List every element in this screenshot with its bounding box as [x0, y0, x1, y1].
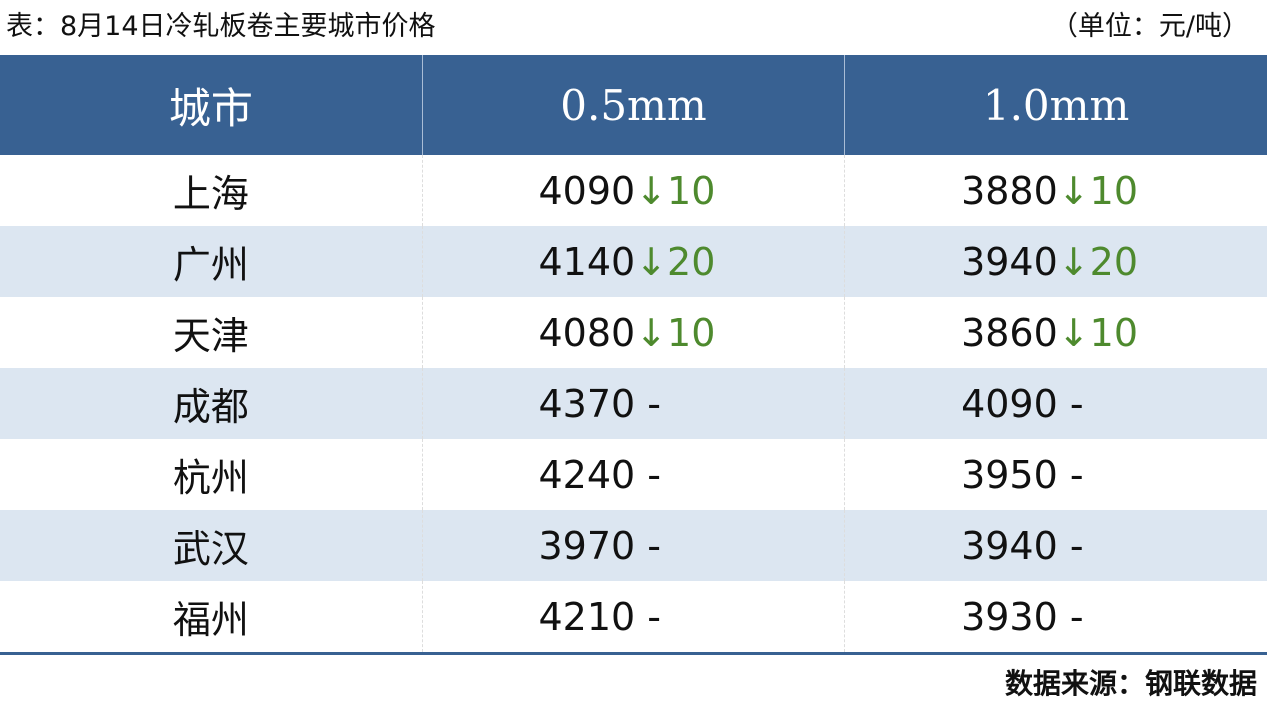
price-1.0mm-cell: 3860↓10	[845, 297, 1267, 368]
price: 4370	[538, 381, 636, 426]
price: 4210	[538, 594, 636, 639]
price-1.0mm-cell: 3940↓20	[844, 226, 1267, 297]
price-table: 城市 0.5mm 1.0mm 上海 4090↓10 3880↓10 广州 4140…	[0, 55, 1267, 652]
header-0.5mm: 0.5mm	[422, 55, 846, 155]
price-0.5mm-cell: 3970 -	[422, 510, 846, 581]
city-cell: 广州	[0, 226, 423, 297]
change: -	[635, 523, 661, 568]
table-row: 杭州 4240 - 3950 -	[0, 439, 1267, 510]
price: 3880	[961, 168, 1058, 213]
change: -	[1057, 381, 1084, 426]
price: 4090	[961, 381, 1058, 426]
price: 3950	[961, 452, 1058, 497]
price: 3940	[961, 523, 1058, 568]
table-row: 成都 4370 - 4090 -	[0, 368, 1267, 439]
price-0.5mm-cell: 4140↓20	[422, 226, 846, 297]
change: -	[635, 594, 661, 639]
change: ↓20	[1057, 239, 1138, 284]
price: 4090	[538, 168, 636, 213]
city-cell: 天津	[0, 297, 423, 368]
change: ↓10	[1057, 168, 1138, 213]
change: ↓10	[635, 310, 716, 355]
header-city: 城市	[0, 55, 423, 155]
price: 3930	[961, 594, 1058, 639]
price-0.5mm-cell: 4090↓10	[422, 155, 846, 226]
change: ↓10	[635, 168, 716, 213]
table-row: 广州 4140↓20 3940↓20	[0, 226, 1267, 297]
city-cell: 福州	[0, 581, 423, 652]
price-1.0mm-cell: 3930 -	[845, 581, 1267, 652]
price-0.5mm-cell: 4080↓10	[422, 297, 846, 368]
change: ↓20	[635, 239, 716, 284]
table-row: 上海 4090↓10 3880↓10	[0, 155, 1267, 226]
city-cell: 上海	[0, 155, 423, 226]
bottom-rule	[0, 652, 1267, 655]
source-note: 数据来源：钢联数据	[1004, 667, 1257, 700]
change: ↓10	[1057, 310, 1138, 355]
table-title: 表：8月14日冷轧板卷主要城市价格	[6, 11, 436, 42]
change: -	[635, 452, 661, 497]
table-row: 武汉 3970 - 3940 -	[0, 510, 1267, 581]
change: -	[635, 381, 661, 426]
price-1.0mm-cell: 3940 -	[844, 510, 1267, 581]
unit-label: （单位：元/吨）	[1050, 11, 1249, 42]
change: -	[1057, 594, 1084, 639]
price: 3860	[961, 310, 1058, 355]
price: 3940	[961, 239, 1058, 284]
city-cell: 武汉	[0, 510, 423, 581]
price: 4080	[538, 310, 636, 355]
price-1.0mm-cell: 4090 -	[844, 368, 1267, 439]
header-1.0mm: 1.0mm	[844, 55, 1267, 155]
city-cell: 成都	[0, 368, 423, 439]
price-0.5mm-cell: 4210 -	[422, 581, 846, 652]
table-row: 天津 4080↓10 3860↓10	[0, 297, 1267, 368]
change: -	[1057, 523, 1084, 568]
price-0.5mm-cell: 4370 -	[422, 368, 846, 439]
price: 3970	[538, 523, 636, 568]
price-0.5mm-cell: 4240 -	[422, 439, 846, 510]
price: 4140	[538, 239, 636, 284]
price-1.0mm-cell: 3950 -	[845, 439, 1267, 510]
price: 4240	[538, 452, 636, 497]
price-1.0mm-cell: 3880↓10	[845, 155, 1267, 226]
change: -	[1057, 452, 1084, 497]
city-cell: 杭州	[0, 439, 423, 510]
table-row: 福州 4210 - 3930 -	[0, 581, 1267, 652]
